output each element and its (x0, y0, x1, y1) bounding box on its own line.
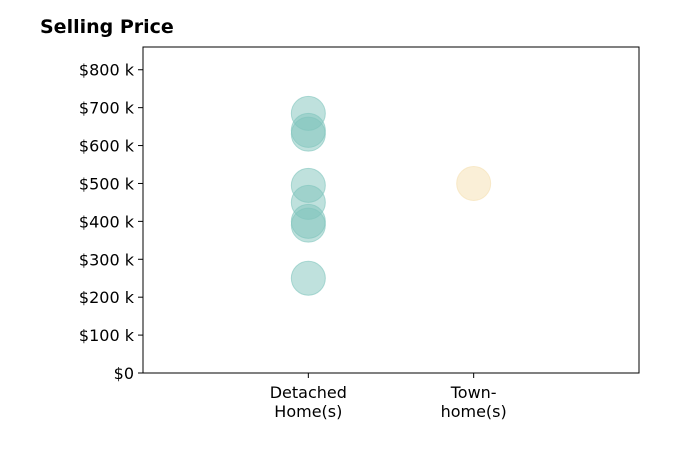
y-tick-label: $800 k (79, 61, 135, 80)
data-point (456, 165, 492, 201)
y-tick-label: $0 (114, 364, 134, 383)
chart-title: Selling Price (40, 16, 174, 38)
data-point (290, 116, 326, 152)
x-tick-label: Town-home(s) (441, 383, 507, 421)
y-tick-label: $600 k (79, 137, 135, 156)
y-tick-label: $300 k (79, 250, 135, 269)
data-point (290, 207, 326, 243)
y-tick-label: $500 k (79, 174, 135, 193)
y-tick-label: $400 k (79, 212, 135, 231)
plot-frame (142, 46, 640, 374)
data-point (290, 260, 326, 296)
y-tick-label: $700 k (79, 99, 135, 118)
x-tick-label: Detached Home(s) (270, 383, 347, 421)
y-tick-label: $200 k (79, 288, 135, 307)
y-tick-label: $100 k (79, 326, 135, 345)
